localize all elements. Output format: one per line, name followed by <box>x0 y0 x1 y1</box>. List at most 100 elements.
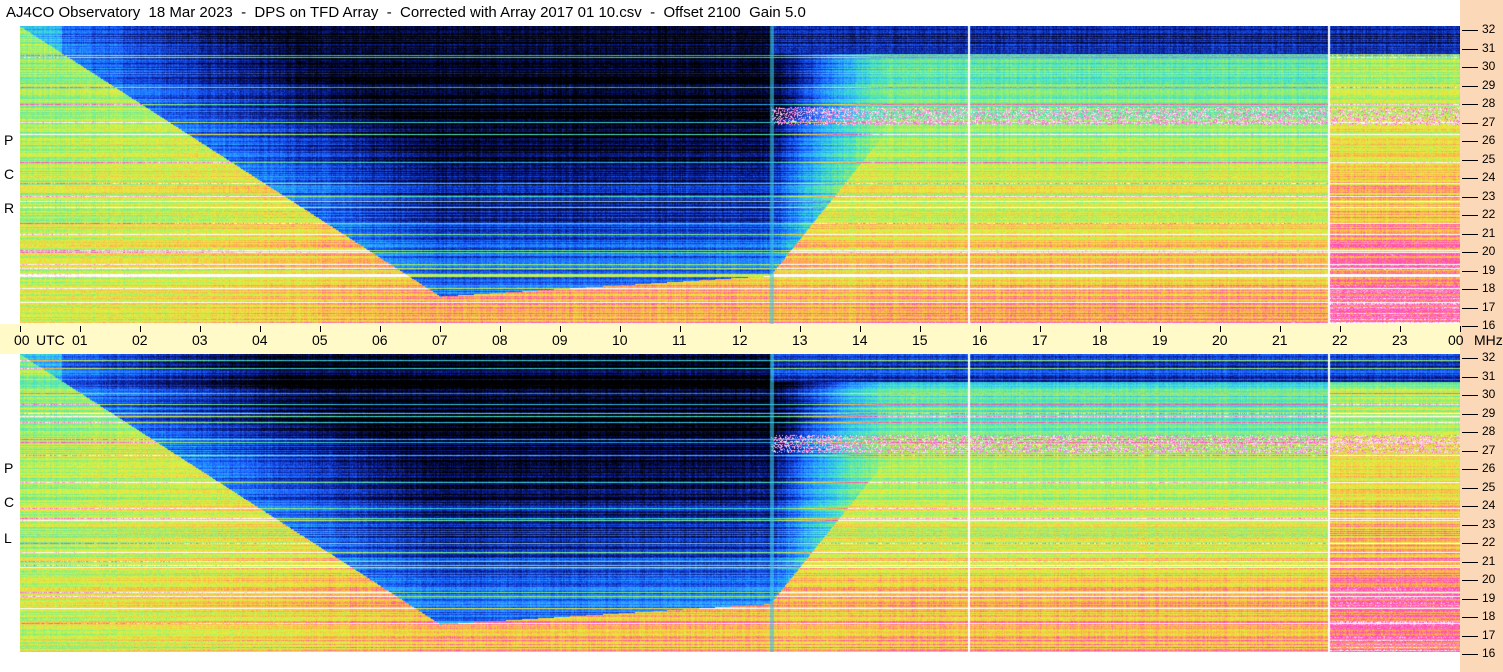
top-freq-tick-29 <box>1462 86 1478 87</box>
bottom-freq-tick-16 <box>1462 654 1478 655</box>
top-freq-tick-21 <box>1462 234 1478 235</box>
bottom-freq-tick-20 <box>1462 580 1478 581</box>
top-panel-label-2: C <box>4 166 15 182</box>
top-freq-label-21: 21 <box>1482 226 1496 240</box>
bottom-freq-label-21: 21 <box>1482 554 1496 568</box>
bottom-freq-tick-27 <box>1462 451 1478 452</box>
hour-label-10: 10 <box>612 332 628 348</box>
mhz-unit-label: MHz <box>1474 332 1503 348</box>
time-axis <box>0 324 1503 354</box>
hour-tick-17 <box>1040 326 1041 332</box>
top-freq-tick-16 <box>1462 326 1478 327</box>
hour-tick-19 <box>1160 326 1161 332</box>
top-freq-label-17: 17 <box>1482 300 1496 314</box>
hour-tick-23 <box>1400 326 1401 332</box>
hour-tick-3 <box>200 326 201 332</box>
top-freq-label-30: 30 <box>1482 59 1496 73</box>
hour-tick-1 <box>80 326 81 332</box>
rcp-spectrogram <box>20 26 1460 324</box>
bottom-freq-tick-31 <box>1462 377 1478 378</box>
hour-label-17: 17 <box>1032 332 1048 348</box>
bottom-freq-label-18: 18 <box>1482 609 1496 623</box>
top-panel-label-1: R <box>4 200 15 216</box>
hour-label-16: 16 <box>972 332 988 348</box>
bottom-panel-label-2: C <box>4 494 15 510</box>
bottom-freq-tick-19 <box>1462 599 1478 600</box>
hour-label-19: 19 <box>1152 332 1168 348</box>
rcp-spectrogram-panel <box>20 26 1460 324</box>
hour-tick-8 <box>500 326 501 332</box>
hour-tick-9 <box>560 326 561 332</box>
top-freq-tick-19 <box>1462 271 1478 272</box>
lcp-spectrogram <box>20 354 1460 652</box>
bottom-freq-tick-23 <box>1462 525 1478 526</box>
hour-tick-24 <box>1460 326 1461 332</box>
lcp-spectrogram-panel <box>20 354 1460 652</box>
hour-tick-15 <box>920 326 921 332</box>
bottom-freq-label-24: 24 <box>1482 498 1496 512</box>
hour-tick-6 <box>380 326 381 332</box>
top-freq-tick-28 <box>1462 104 1478 105</box>
frequency-axis <box>1460 0 1503 672</box>
hour-tick-4 <box>260 326 261 332</box>
bottom-freq-label-26: 26 <box>1482 461 1496 475</box>
hour-label-11: 11 <box>672 332 687 348</box>
hour-tick-0 <box>20 326 21 332</box>
bottom-freq-label-17: 17 <box>1482 628 1496 642</box>
top-freq-label-20: 20 <box>1482 244 1496 258</box>
hour-tick-2 <box>140 326 141 332</box>
bottom-freq-label-30: 30 <box>1482 387 1496 401</box>
bottom-panel-label-3: P <box>4 460 14 476</box>
hour-label-5: 05 <box>312 332 328 348</box>
top-freq-tick-22 <box>1462 215 1478 216</box>
top-freq-tick-20 <box>1462 252 1478 253</box>
hour-label-24: 00 <box>1448 332 1464 348</box>
hour-label-2: 02 <box>132 332 148 348</box>
bottom-freq-tick-32 <box>1462 358 1478 359</box>
hour-label-3: 03 <box>192 332 208 348</box>
hour-label-12: 12 <box>732 332 748 348</box>
title-bar: AJ4CO Observatory 18 Mar 2023 - DPS on T… <box>0 0 1503 26</box>
utc-label: UTC <box>36 332 65 348</box>
top-freq-label-27: 27 <box>1482 115 1496 129</box>
hour-label-14: 14 <box>852 332 868 348</box>
hour-tick-11 <box>680 326 681 332</box>
hour-label-20: 20 <box>1212 332 1228 348</box>
bottom-freq-label-20: 20 <box>1482 572 1496 586</box>
bottom-freq-label-19: 19 <box>1482 591 1496 605</box>
hour-label-9: 09 <box>552 332 568 348</box>
bottom-freq-tick-30 <box>1462 395 1478 396</box>
hour-label-4: 04 <box>252 332 268 348</box>
hour-tick-7 <box>440 326 441 332</box>
top-freq-tick-27 <box>1462 123 1478 124</box>
top-freq-label-31: 31 <box>1482 41 1496 55</box>
top-freq-tick-18 <box>1462 289 1478 290</box>
chart-title: AJ4CO Observatory 18 Mar 2023 - DPS on T… <box>6 4 806 21</box>
bottom-freq-label-23: 23 <box>1482 517 1496 531</box>
top-freq-label-23: 23 <box>1482 189 1496 203</box>
hour-tick-12 <box>740 326 741 332</box>
bottom-panel-label-1: L <box>4 530 12 546</box>
bottom-freq-tick-25 <box>1462 488 1478 489</box>
hour-label-1: 01 <box>72 332 88 348</box>
top-freq-label-18: 18 <box>1482 281 1496 295</box>
hour-tick-5 <box>320 326 321 332</box>
hour-tick-21 <box>1280 326 1281 332</box>
top-freq-tick-17 <box>1462 308 1478 309</box>
top-freq-label-29: 29 <box>1482 78 1496 92</box>
bottom-freq-label-25: 25 <box>1482 480 1496 494</box>
bottom-freq-label-31: 31 <box>1482 369 1496 383</box>
top-freq-tick-26 <box>1462 141 1478 142</box>
hour-label-8: 08 <box>492 332 508 348</box>
hour-label-22: 22 <box>1332 332 1348 348</box>
top-panel-label-3: P <box>4 132 14 148</box>
top-freq-tick-32 <box>1462 30 1478 31</box>
top-freq-label-32: 32 <box>1482 22 1496 36</box>
top-freq-label-24: 24 <box>1482 170 1496 184</box>
hour-tick-20 <box>1220 326 1221 332</box>
top-freq-label-19: 19 <box>1482 263 1496 277</box>
bottom-freq-tick-22 <box>1462 543 1478 544</box>
bottom-freq-label-32: 32 <box>1482 350 1496 364</box>
top-freq-label-22: 22 <box>1482 207 1496 221</box>
hour-label-13: 13 <box>792 332 808 348</box>
